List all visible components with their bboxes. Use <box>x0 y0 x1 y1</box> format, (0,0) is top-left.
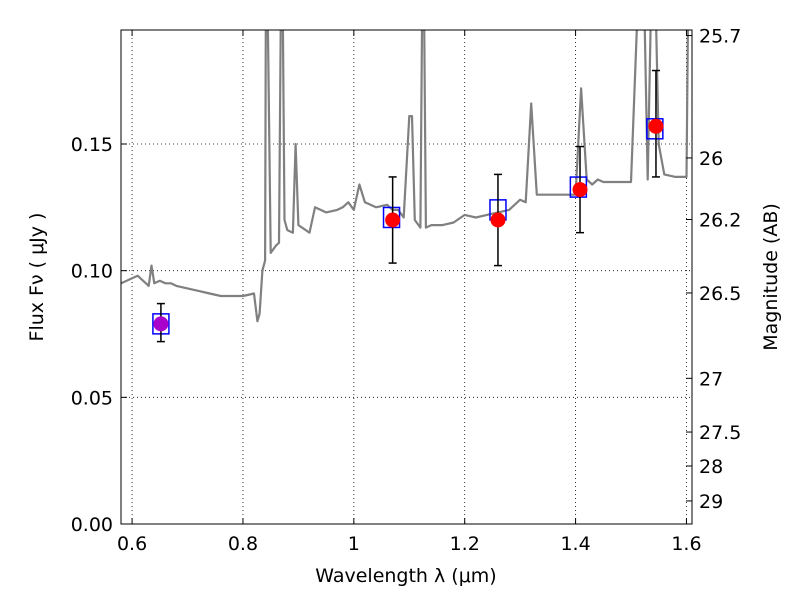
y2-tick-label: 25.7 <box>699 26 741 48</box>
y-axis-label: Flux Fν ( μJy ) <box>26 213 48 342</box>
x-tick-label: 0.8 <box>228 533 258 555</box>
y-tick-label: 0.00 <box>71 514 113 536</box>
y-axis-ticks: 0.00 0.05 0.10 0.15 <box>71 134 127 536</box>
model-spectrum-line <box>121 30 689 323</box>
x-tick-label: 1.6 <box>671 533 701 555</box>
y2-axis-label: Magnitude (AB) <box>760 203 782 351</box>
data-points <box>152 69 664 343</box>
plot-frame <box>120 29 693 525</box>
y2-axis-ticks: 25.7 26 26.2 26.5 27 27.5 28 29 <box>686 26 741 513</box>
x-tick-label: 1.2 <box>450 533 480 555</box>
y2-tick-label: 27 <box>699 368 723 390</box>
x-axis-label: Wavelength λ (μm) <box>315 565 496 587</box>
y-tick-label: 0.15 <box>71 134 113 156</box>
y2-tick-label: 28 <box>699 456 723 478</box>
grid <box>121 30 692 525</box>
y2-tick-label: 29 <box>699 491 723 513</box>
x-tick-label: 1 <box>348 533 360 555</box>
y2-tick-label: 26 <box>699 148 723 170</box>
y2-tick-label: 26.2 <box>699 209 741 231</box>
y2-tick-label: 27.5 <box>699 422 741 444</box>
observed-point <box>385 212 401 228</box>
x-tick-label: 0.6 <box>117 533 147 555</box>
x-axis-ticks: 0.6 0.8 1 1.2 1.4 1.6 <box>117 30 702 555</box>
observed-point <box>648 118 664 134</box>
model-spectrum <box>121 30 689 323</box>
x-tick-label: 1.4 <box>560 533 590 555</box>
y2-tick-label: 26.5 <box>699 283 741 305</box>
y-tick-label: 0.10 <box>71 261 113 283</box>
observed-point <box>572 182 588 198</box>
observed-point <box>153 316 169 332</box>
y-tick-label: 0.05 <box>71 387 113 409</box>
observed-point <box>490 212 506 228</box>
